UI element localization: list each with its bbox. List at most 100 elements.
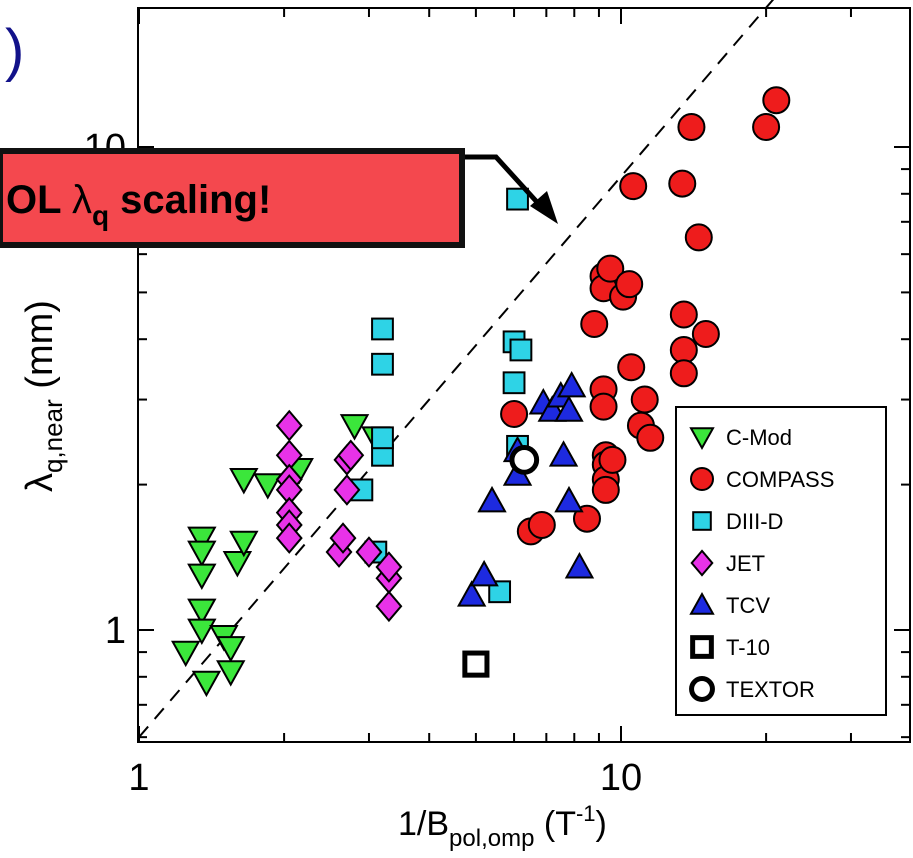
legend-marker-diii-d xyxy=(692,511,712,531)
legend-marker-compass xyxy=(690,467,714,491)
x-tick-label: 1 xyxy=(128,757,149,799)
series-compass xyxy=(500,86,791,546)
x-tick-label: 10 xyxy=(600,757,642,799)
data-point xyxy=(253,473,283,500)
data-point xyxy=(500,400,529,429)
data-point xyxy=(222,551,253,578)
data-point xyxy=(477,485,507,513)
data-point xyxy=(762,86,791,115)
legend-label-diii-d: DIII-D xyxy=(726,509,783,534)
x-axis-title-unit-open: (T xyxy=(534,805,576,843)
y-axis-title-sub: q,near xyxy=(38,399,68,473)
legend-label-compass: COMPASS xyxy=(726,467,834,492)
data-points xyxy=(171,86,791,698)
data-point xyxy=(527,510,556,539)
data-point xyxy=(329,522,357,554)
callout-text: OL λq scaling! xyxy=(6,178,271,231)
data-point xyxy=(691,320,720,349)
data-point xyxy=(564,551,595,579)
data-point xyxy=(591,475,620,504)
series-c-mod xyxy=(171,414,391,698)
callout-box xyxy=(0,148,465,248)
data-point xyxy=(506,187,529,211)
y-axis-title-unit: (mm) xyxy=(19,300,61,399)
legend-label-c-mod: C-Mod xyxy=(726,425,792,450)
data-point xyxy=(619,172,648,201)
legend-marker-t-10 xyxy=(690,635,714,659)
data-point xyxy=(669,300,698,329)
data-point xyxy=(684,223,713,252)
data-point xyxy=(462,650,490,678)
legend: C-Mod COMPASS DIII-D JET TCV T-10 TEXTOR xyxy=(675,406,887,716)
data-point xyxy=(502,371,526,395)
data-point xyxy=(509,338,533,362)
data-point xyxy=(589,392,618,421)
data-point xyxy=(548,440,579,467)
y-tick-label: 1 xyxy=(105,610,126,652)
series-jet xyxy=(275,409,403,623)
data-point xyxy=(556,370,587,398)
data-point xyxy=(187,598,217,626)
callout-arrow-head xyxy=(530,191,558,224)
series-tcv xyxy=(456,370,595,607)
data-point xyxy=(615,270,644,299)
data-point xyxy=(677,113,706,142)
data-point xyxy=(171,640,201,668)
data-point xyxy=(636,423,665,452)
reference-dashed-line xyxy=(138,0,775,738)
data-point xyxy=(187,526,217,554)
data-point xyxy=(469,559,499,587)
legend-label-t-10: T-10 xyxy=(726,635,770,660)
data-point xyxy=(229,468,259,495)
legend-marker-jet xyxy=(690,549,714,577)
data-point xyxy=(488,580,512,604)
x-axis-title-base: 1/B xyxy=(398,805,449,843)
series-textor xyxy=(509,445,540,475)
callout: OL λq scaling! xyxy=(0,148,558,248)
data-point xyxy=(596,254,625,283)
data-point xyxy=(554,395,584,422)
data-point xyxy=(339,414,370,441)
callout-text-tail: scaling! xyxy=(109,178,271,222)
data-point xyxy=(375,590,403,623)
x-axis-title-unit-sup: -1 xyxy=(576,801,596,826)
data-point xyxy=(187,540,217,568)
y-axis-title: λq,near (mm) xyxy=(19,300,68,492)
tick-marks xyxy=(138,8,910,742)
data-point xyxy=(598,445,627,474)
legend-marker-tcv xyxy=(689,591,715,615)
callout-sub: q xyxy=(92,200,109,231)
callout-text-lead: OL xyxy=(6,178,72,222)
data-point xyxy=(371,352,394,376)
data-point xyxy=(187,618,217,646)
legend-label-jet: JET xyxy=(726,551,765,576)
legend-label-tcv: TCV xyxy=(726,593,770,618)
data-point xyxy=(191,670,222,698)
data-point xyxy=(216,660,246,687)
legend-label-textor: TEXTOR xyxy=(726,677,815,702)
data-point xyxy=(580,310,609,339)
data-point xyxy=(752,113,781,142)
data-point xyxy=(456,580,487,607)
x-axis-title-unit-close: ) xyxy=(596,805,607,843)
data-point xyxy=(375,551,403,583)
data-point xyxy=(668,169,697,198)
data-point xyxy=(355,536,383,568)
x-axis-title-sub: pol,omp xyxy=(449,825,534,852)
data-point xyxy=(187,563,217,591)
series-t-10 xyxy=(462,650,490,678)
data-point xyxy=(669,335,698,364)
data-point xyxy=(275,522,303,554)
data-point xyxy=(509,445,540,475)
data-point xyxy=(669,359,698,388)
data-point xyxy=(630,385,659,414)
legend-marker-textor xyxy=(689,676,715,702)
partial-title-text: ) xyxy=(5,18,24,83)
callout-arrow-line xyxy=(462,154,548,214)
data-point xyxy=(216,636,246,663)
data-point xyxy=(371,317,394,341)
data-point xyxy=(333,474,361,506)
legend-marker-c-mod xyxy=(689,427,715,451)
series-diii-d xyxy=(350,187,533,604)
